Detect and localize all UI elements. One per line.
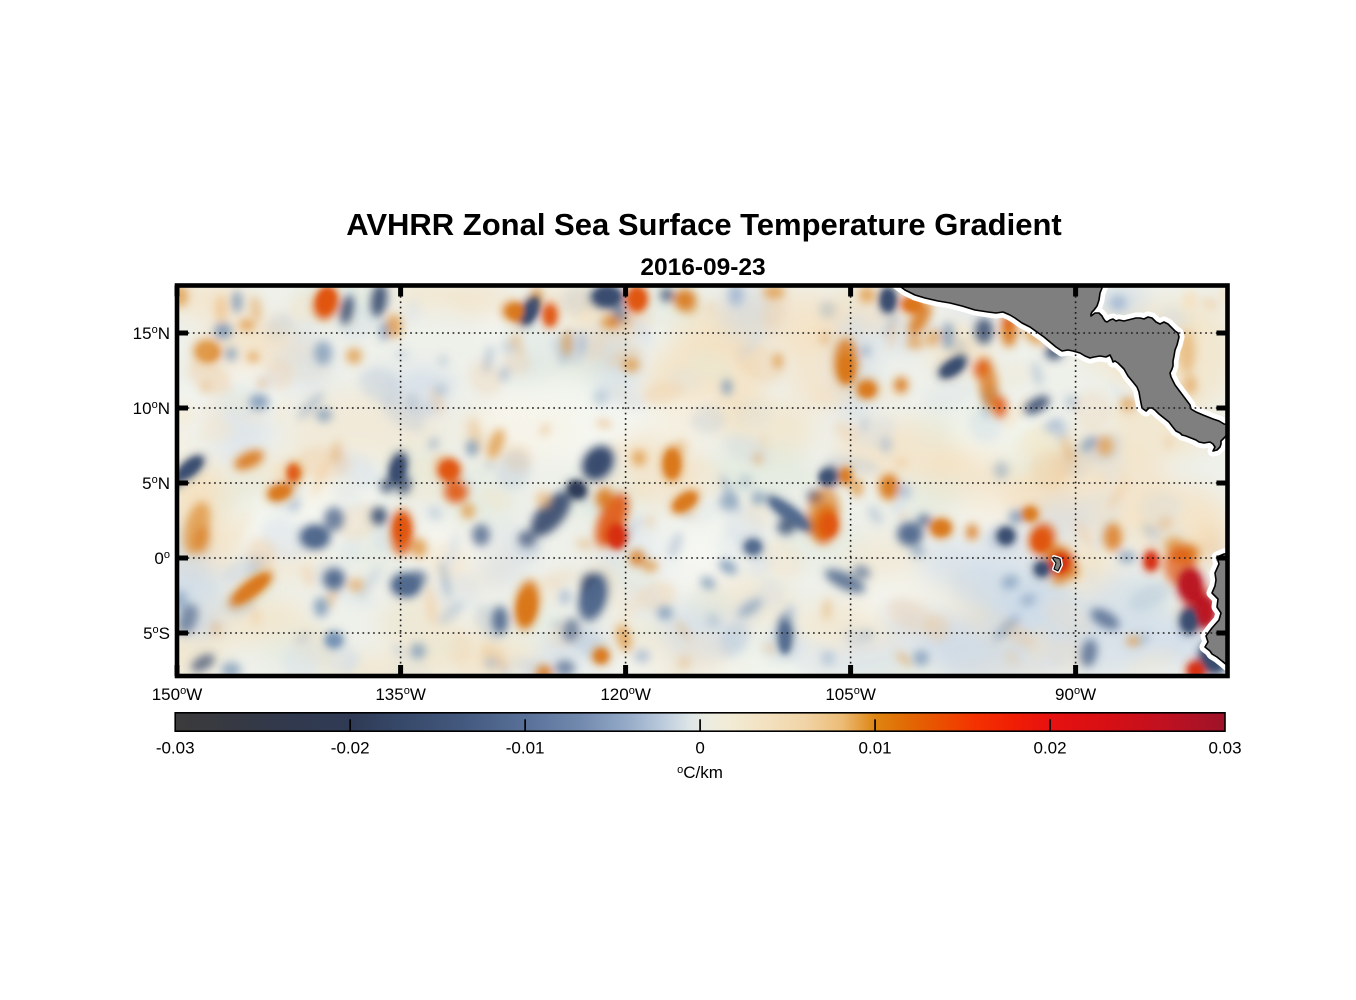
svg-text:0.02: 0.02 [1033,739,1066,758]
svg-text:5oS: 5oS [143,624,170,643]
svg-text:150oW: 150oW [152,685,203,704]
svg-text:10oN: 10oN [133,399,170,418]
svg-text:120oW: 120oW [600,685,651,704]
svg-text:0.01: 0.01 [859,739,892,758]
svg-text:0: 0 [695,739,704,758]
svg-text:-0.03: -0.03 [156,739,195,758]
svg-text:-0.02: -0.02 [331,739,370,758]
svg-text:15oN: 15oN [133,324,170,343]
svg-text:2016-09-23: 2016-09-23 [640,254,765,281]
svg-text:135oW: 135oW [375,685,426,704]
svg-text:-0.01: -0.01 [506,739,545,758]
svg-text:oC/km: oC/km [677,763,723,782]
svg-text:AVHRR Zonal Sea Surface Temper: AVHRR Zonal Sea Surface Temperature Grad… [346,207,1061,242]
svg-text:105oW: 105oW [825,685,876,704]
svg-text:0.03: 0.03 [1208,739,1241,758]
svg-text:5oN: 5oN [142,474,170,493]
svg-text:90oW: 90oW [1055,685,1096,704]
